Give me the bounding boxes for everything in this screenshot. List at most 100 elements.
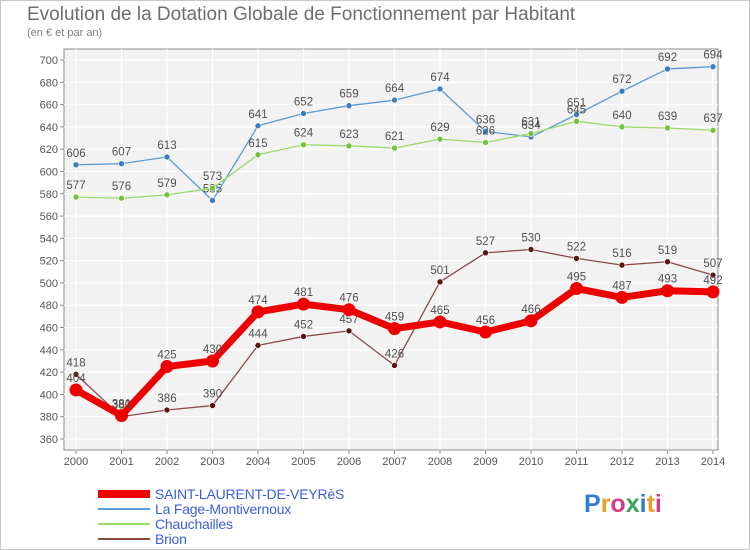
x-tick-label: 2003 <box>200 456 224 468</box>
data-label: 640 <box>612 110 631 122</box>
data-point <box>206 354 219 368</box>
x-tick-label: 2013 <box>655 456 679 468</box>
data-label: 621 <box>385 131 404 143</box>
y-tick-label: 600 <box>40 166 58 178</box>
data-label: 386 <box>157 393 176 405</box>
data-point <box>527 130 535 137</box>
y-tick-label: 420 <box>40 367 58 379</box>
data-label: 507 <box>703 258 722 270</box>
data-label: 404 <box>66 373 86 385</box>
data-label: 456 <box>476 315 495 327</box>
data-point <box>251 305 265 319</box>
y-tick-label: 620 <box>40 144 58 156</box>
x-tick-label: 2009 <box>473 456 497 468</box>
data-label: 606 <box>66 148 85 160</box>
data-label: 637 <box>703 113 722 125</box>
data-point <box>524 314 538 328</box>
data-point <box>118 160 125 167</box>
logo-letter: x <box>625 490 640 518</box>
data-point <box>118 194 125 202</box>
data-label: 639 <box>658 111 677 123</box>
data-point <box>618 87 626 95</box>
data-point <box>706 285 720 299</box>
y-tick-label: 580 <box>40 189 58 201</box>
x-tick-label: 2000 <box>64 456 88 468</box>
x-tick-label: 2014 <box>701 456 725 468</box>
data-point <box>72 193 80 201</box>
data-point <box>72 371 80 378</box>
logo-letter: P <box>584 490 601 518</box>
logo-letter: i <box>639 490 647 518</box>
data-label: 430 <box>203 344 222 356</box>
plot-area <box>63 48 719 451</box>
x-tick-label: 2006 <box>337 456 361 468</box>
data-label: 624 <box>294 128 314 140</box>
data-point <box>300 110 307 117</box>
data-point <box>254 151 262 159</box>
data-label: 474 <box>248 295 268 307</box>
logo-letter: o <box>610 490 626 518</box>
data-point <box>709 63 717 70</box>
data-point <box>573 111 580 118</box>
data-label: 487 <box>612 280 631 292</box>
data-label: 626 <box>476 125 495 137</box>
data-label: 522 <box>567 241 586 253</box>
data-label: 452 <box>294 319 313 331</box>
data-label: 457 <box>339 314 358 326</box>
chart-title: Evolution de la Dotation Globale de Fonc… <box>27 4 576 25</box>
logo-letter: i <box>654 490 662 518</box>
data-point <box>388 322 401 336</box>
data-point <box>436 85 444 93</box>
proxiti-logo: Proxiti <box>584 490 662 519</box>
data-point <box>163 153 171 161</box>
data-label: 607 <box>112 147 131 159</box>
y-tick-label: 540 <box>40 233 58 245</box>
data-point <box>254 342 262 349</box>
data-point <box>664 65 671 73</box>
legend-swatch <box>98 490 150 498</box>
data-label: 426 <box>385 348 404 360</box>
x-tick-label: 2005 <box>291 456 315 468</box>
data-label: 530 <box>521 233 540 245</box>
data-label: 466 <box>521 304 540 316</box>
data-point <box>209 184 216 192</box>
data-label: 659 <box>339 89 358 101</box>
logo-letter: t <box>646 490 655 518</box>
data-point <box>209 402 216 409</box>
data-label: 613 <box>157 140 176 152</box>
data-point <box>573 118 580 125</box>
data-label: 476 <box>339 293 358 305</box>
data-label: 652 <box>294 97 313 109</box>
data-point <box>345 142 353 150</box>
data-point <box>664 258 671 266</box>
data-label: 576 <box>112 181 131 193</box>
x-tick-label: 2007 <box>382 456 406 468</box>
data-label: 481 <box>294 287 313 299</box>
y-tick-label: 700 <box>40 55 58 67</box>
data-point <box>72 161 80 169</box>
data-point <box>391 362 398 369</box>
legend-label: SAINT-LAURENT-DE-VEYRèS <box>155 486 345 502</box>
data-point <box>254 122 262 130</box>
data-label: 692 <box>658 52 677 64</box>
y-tick-label: 440 <box>40 345 58 357</box>
data-point <box>570 282 583 296</box>
y-tick-label: 460 <box>40 323 58 335</box>
data-label: 641 <box>248 109 267 121</box>
data-point <box>573 255 580 262</box>
data-point <box>482 139 489 146</box>
data-point <box>618 261 626 269</box>
data-label: 390 <box>203 389 222 401</box>
data-label: 631 <box>521 117 540 129</box>
data-label: 573 <box>203 171 222 183</box>
data-point <box>709 271 717 279</box>
data-point <box>527 246 535 253</box>
data-label: 527 <box>476 236 495 248</box>
logo-letter: r <box>600 490 611 518</box>
data-point <box>661 284 674 298</box>
y-tick-label: 500 <box>40 278 58 290</box>
data-point <box>345 102 353 110</box>
data-label: 418 <box>66 357 85 369</box>
x-tick-label: 2011 <box>565 456 589 468</box>
